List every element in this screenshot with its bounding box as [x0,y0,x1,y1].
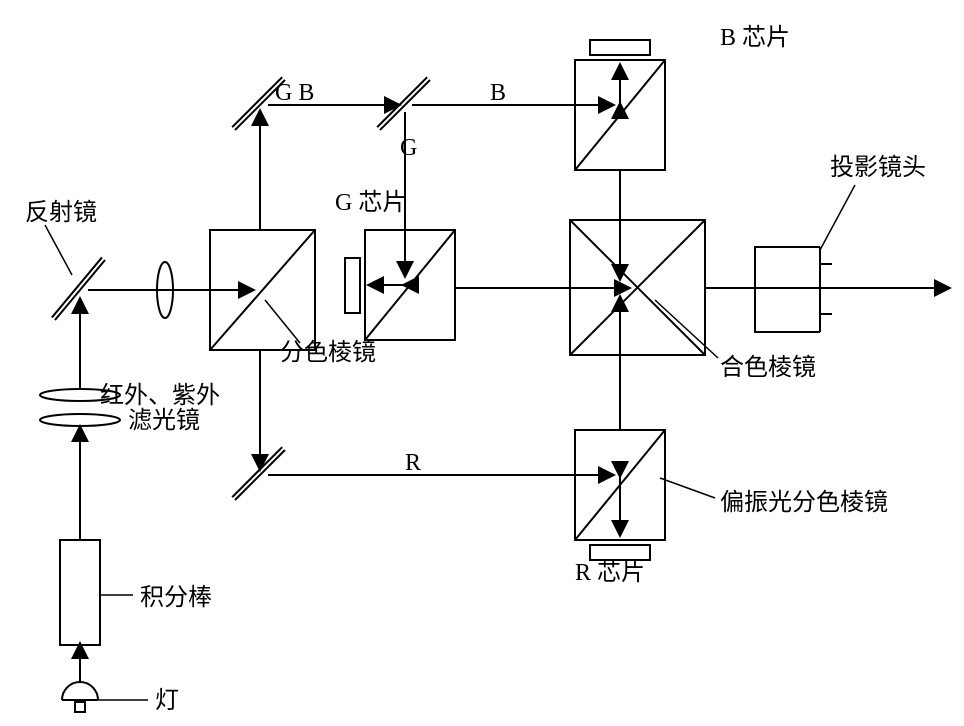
lamp-base [75,702,85,712]
leader-refl-leader [45,225,72,275]
integrating-rod [60,540,100,645]
label-R: R [405,450,421,476]
proj-lens-barrel [755,247,820,332]
leader-dichroic-leader [265,300,300,343]
mirror-top-right-back [377,77,427,127]
b-chip [590,40,650,55]
optical-diagram: 灯 积分棒 红外、紫外滤光镜 反射镜分色棱镜合色棱镜偏振光分色棱镜 投影镜头 G 芯片 B … [0,0,964,726]
label-b_chip: B 芯片 [720,24,790,51]
label-g_chip: G 芯片 [335,189,406,216]
label-filter_l1: 红外、紫外 [100,382,220,409]
leader-proj-leader [820,185,855,250]
leader-combine-leader [655,300,718,358]
label-lamp: 灯 [155,687,179,714]
mirror-bottom-left-back [52,257,102,317]
label-int_rod: 积分棒 [140,584,212,611]
g-chip [345,258,360,313]
label-B: B [490,80,506,106]
r-chip [590,545,650,560]
filter-bot [40,414,120,426]
leader-pbs-leader [660,478,715,498]
label-reflector: 反射镜 [25,199,97,226]
diagram-layer: 灯 积分棒 红外、紫外滤光镜 反射镜分色棱镜合色棱镜偏振光分色棱镜 投影镜头 G 芯片 B … [25,24,948,714]
lamp-cup [62,682,98,700]
label-r_chip: R 芯片 [575,559,645,586]
label-pbs: 偏振光分色棱镜 [720,489,888,516]
label-filter_l2: 滤光镜 [128,407,200,434]
label-G: G [400,135,417,161]
label-dichroic_prism: 分色棱镜 [280,339,376,366]
mirror-bottom-right-back [232,447,282,497]
label-combine_prism: 合色棱镜 [720,354,816,381]
label-proj_lens: 投影镜头 [830,154,926,181]
label-GB: G B [275,80,314,106]
